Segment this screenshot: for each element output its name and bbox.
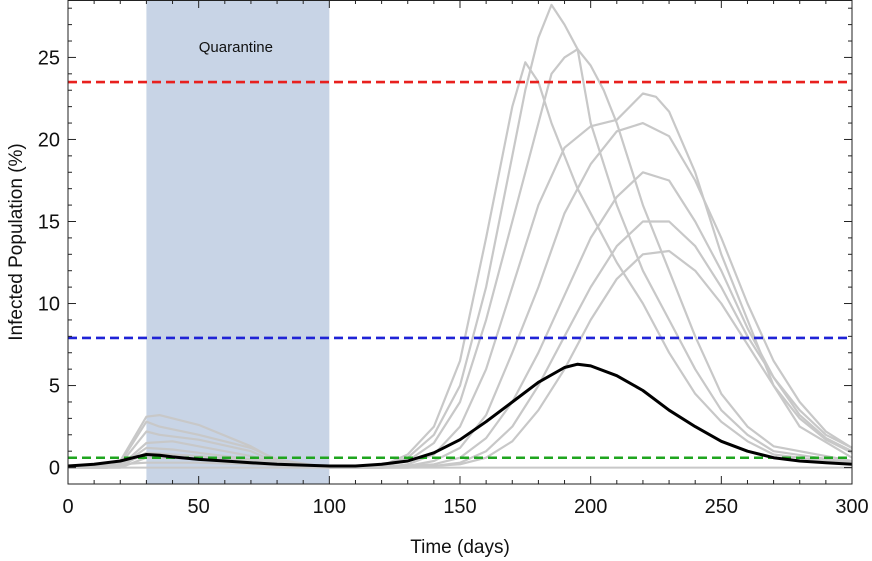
quarantine-band: [146, 0, 330, 484]
axis-ticks: [67, 0, 853, 485]
x-tick-label: 300: [835, 496, 868, 518]
simulation-runs: [67, 3, 853, 469]
x-tick-label: 250: [705, 496, 738, 518]
y-tick-label: 5: [49, 376, 60, 398]
tick-labels: 0 50 100 150 200 250 300 0 5 10 15 20 25: [38, 47, 869, 518]
mean-line: [67, 362, 853, 468]
simulation-run-5: [67, 122, 853, 469]
x-tick-label: 50: [188, 496, 210, 518]
quarantine-label: Quarantine: [199, 39, 273, 56]
simulation-run-3: [68, 48, 853, 469]
y-axis-title: Infected Population (%): [6, 143, 27, 341]
x-tick-label: 150: [443, 496, 476, 518]
y-tick-label: 25: [38, 47, 60, 69]
y-tick-label: 10: [38, 294, 60, 316]
quarantine-region: [146, 0, 330, 484]
y-tick-label: 15: [38, 211, 60, 233]
threshold-lines: [68, 80, 852, 460]
simulation-run-6: [67, 171, 853, 469]
x-tick-label: 200: [574, 496, 607, 518]
simulation-run-1: [68, 61, 853, 469]
x-tick-label: 0: [62, 496, 73, 518]
x-tick-label: 100: [313, 496, 346, 518]
y-tick-label: 20: [38, 129, 60, 151]
x-axis-title: Time (days): [410, 537, 510, 558]
simulation-run-2: [68, 3, 853, 469]
mean-series: [67, 362, 853, 468]
y-tick-label: 0: [49, 458, 60, 480]
